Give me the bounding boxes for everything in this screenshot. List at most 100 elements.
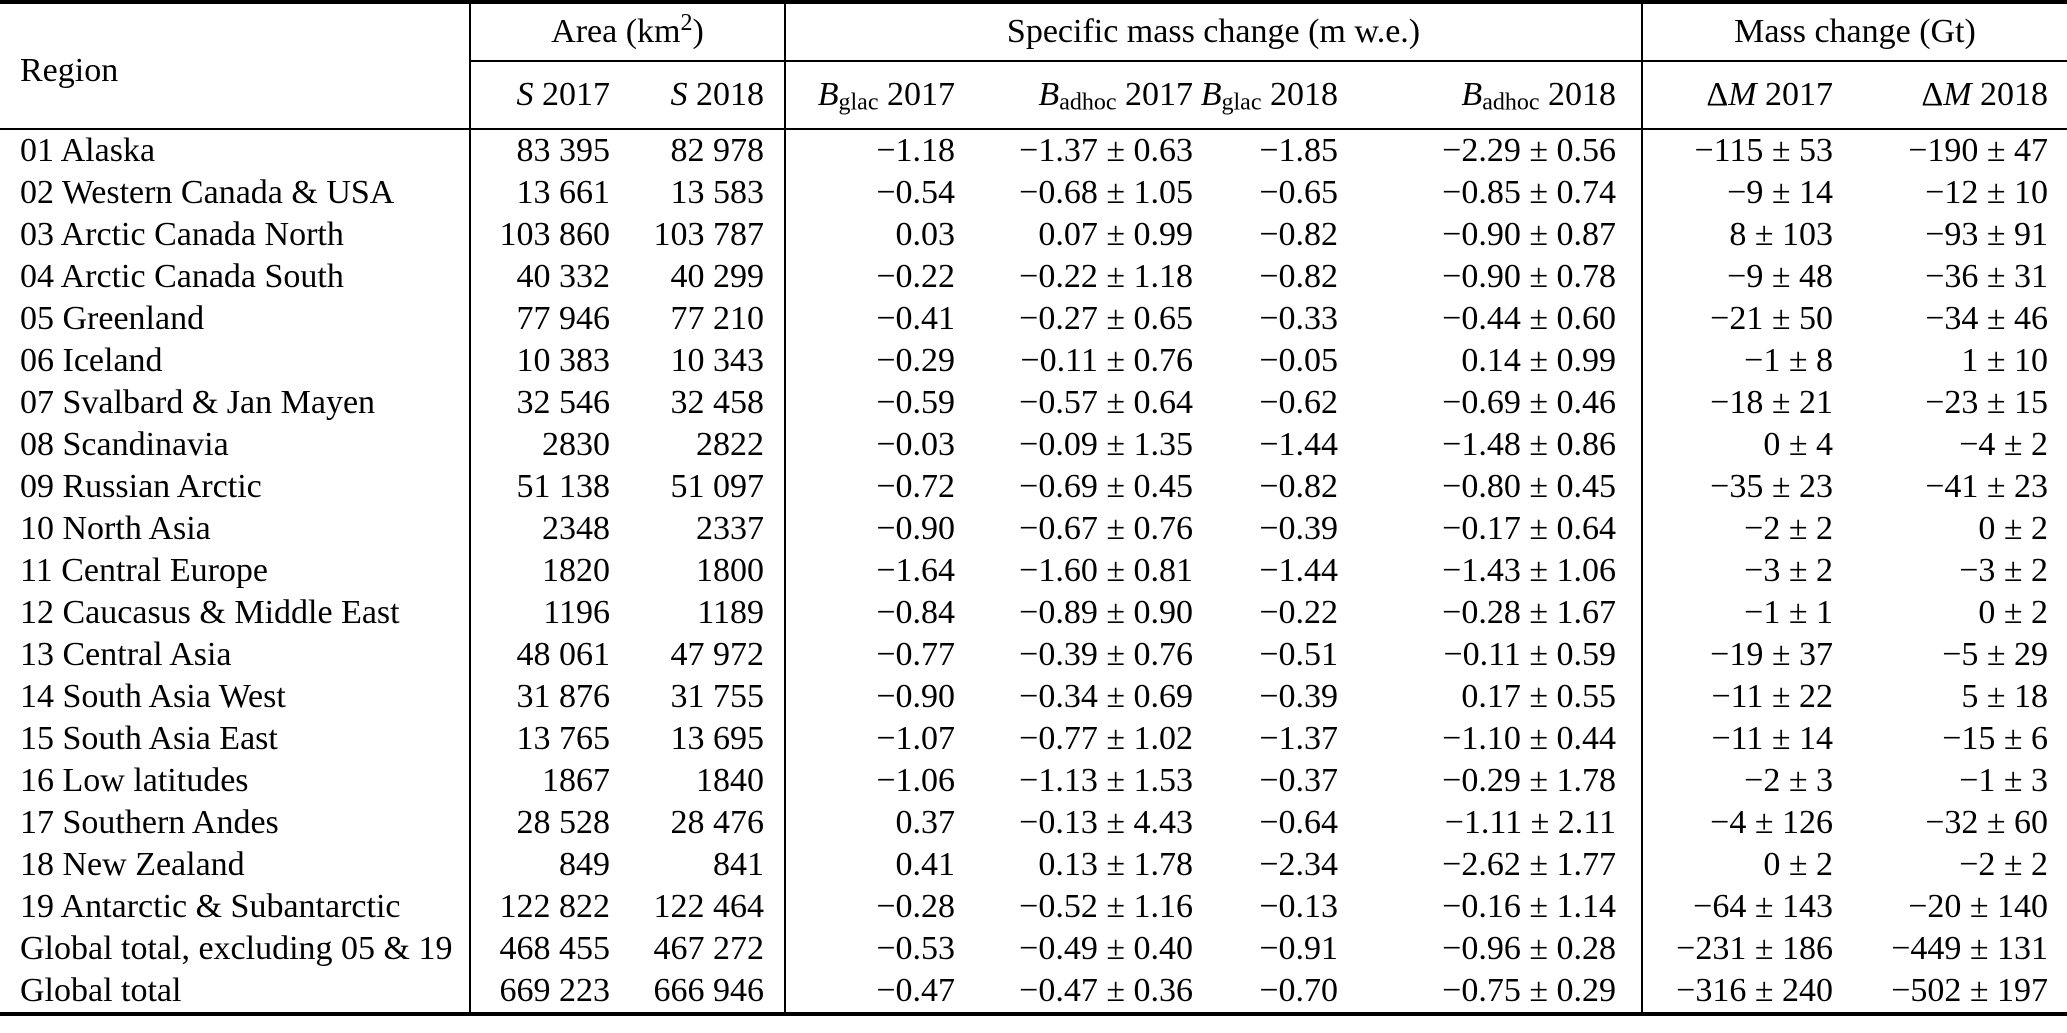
cell-area-s2018: 841 <box>713 846 764 883</box>
cell-badhoc-2018: −1.48 ± 0.86 <box>1442 426 1617 463</box>
cell-badhoc-2017: −0.77 ± 1.02 <box>1019 720 1193 757</box>
cell-badhoc-2018: −1.10 ± 0.44 <box>1442 720 1617 757</box>
cell-dm-2017: −2 ± 2 <box>1641 508 1834 550</box>
cell-area-s2018: 40 299 <box>670 258 765 295</box>
cell-badhoc-2017: −0.69 ± 0.45 <box>1019 468 1193 505</box>
cell-area-s2018: 13 695 <box>670 720 765 757</box>
cell-dm-2017: −11 ± 22 <box>1641 676 1834 718</box>
cell-dm-2018: −2 ± 2 <box>1959 846 2049 883</box>
cell-area-s2018: 32 458 <box>670 384 765 421</box>
cell-bglac-2018: −0.22 <box>1259 594 1338 631</box>
cell-bglac-2017: −0.47 <box>784 970 955 1014</box>
cell-region: 11 Central Europe <box>20 552 268 589</box>
cell-area-s2018: 28 476 <box>670 804 765 841</box>
cell-dm-2017: −3 ± 2 <box>1641 550 1834 592</box>
col-header-dm-2018: ΔM 2018 <box>1833 61 2067 130</box>
cell-area-s2018: 82 978 <box>670 132 765 169</box>
cell-dm-2017: −2 ± 3 <box>1641 760 1834 802</box>
cell-area-s2017: 669 223 <box>469 970 610 1014</box>
cell-bglac-2017: −0.90 <box>784 508 955 550</box>
cell-region: 01 Alaska <box>20 132 156 169</box>
cell-area-s2017: 32 546 <box>469 382 610 424</box>
col-header-bglac-2018: Bglac 2018 <box>1193 61 1338 130</box>
cell-region: 04 Arctic Canada South <box>20 258 344 295</box>
col-header-s-2017: S 2017 <box>469 61 610 130</box>
cell-dm-2018: 1 ± 10 <box>1961 342 2049 379</box>
cell-area-s2018: 122 464 <box>653 888 765 925</box>
cell-bglac-2018: −0.51 <box>1259 636 1338 673</box>
cell-region: 09 Russian Arctic <box>20 468 262 505</box>
cell-dm-2018: −32 ± 60 <box>1925 804 2049 841</box>
cell-badhoc-2017: 0.13 ± 1.78 <box>1038 846 1193 883</box>
cell-bglac-2017: 0.03 <box>784 214 955 256</box>
cell-dm-2018: −34 ± 46 <box>1925 300 2049 337</box>
cell-bglac-2017: −1.07 <box>784 718 955 760</box>
cell-area-s2018: 1840 <box>696 762 764 799</box>
cell-region: 06 Iceland <box>20 342 163 379</box>
cell-area-s2017: 1820 <box>469 550 610 592</box>
cell-dm-2018: −12 ± 10 <box>1925 174 2049 211</box>
col-group-specific-mass-change: Specific mass change (m w.e.) <box>783 2 1643 62</box>
cell-dm-2017: −316 ± 240 <box>1641 970 1834 1014</box>
cell-dm-2018: −190 ± 47 <box>1908 132 2049 169</box>
cell-bglac-2018: −0.33 <box>1259 300 1338 337</box>
cell-badhoc-2017: −0.89 ± 0.90 <box>1019 594 1193 631</box>
cell-area-s2017: 1196 <box>469 592 610 634</box>
cell-bglac-2017: −0.77 <box>784 634 955 676</box>
table-row: 05 Greenland 77 946 77 210 −0.41 −0.27 ± 0.6… <box>0 298 2067 340</box>
cell-dm-2017: 0 ± 4 <box>1641 424 1834 466</box>
cell-region: Global total, excluding 05 & 19 <box>20 930 453 967</box>
area-superscript: 2 <box>680 10 693 36</box>
cell-area-s2018: 1800 <box>696 552 764 589</box>
cell-bglac-2018: −0.37 <box>1259 762 1338 799</box>
cell-area-s2017: 10 383 <box>469 340 610 382</box>
cell-dm-2018: −23 ± 15 <box>1925 384 2049 421</box>
cell-badhoc-2018: −0.11 ± 0.59 <box>1443 636 1617 673</box>
cell-badhoc-2017: −0.39 ± 0.76 <box>1019 636 1193 673</box>
cell-badhoc-2018: −0.80 ± 0.45 <box>1442 468 1617 505</box>
cell-area-s2017: 468 455 <box>469 928 610 970</box>
table-row: 14 South Asia West 31 876 31 755 −0.90 −0.34… <box>0 676 2067 718</box>
cell-region: 05 Greenland <box>20 300 205 337</box>
cell-dm-2018: −1 ± 3 <box>1959 762 2049 799</box>
cell-badhoc-2017: −0.34 ± 0.69 <box>1019 678 1193 715</box>
cell-dm-2017: −11 ± 14 <box>1641 718 1834 760</box>
cell-region: 07 Svalbard & Jan Mayen <box>20 384 376 421</box>
cell-badhoc-2017: −0.57 ± 0.64 <box>1019 384 1193 421</box>
cell-badhoc-2018: −0.69 ± 0.46 <box>1442 384 1617 421</box>
cell-dm-2017: 0 ± 2 <box>1641 844 1834 886</box>
cell-badhoc-2017: −0.67 ± 0.76 <box>1019 510 1193 547</box>
cell-bglac-2018: −0.70 <box>1259 972 1338 1009</box>
cell-badhoc-2017: −0.11 ± 0.76 <box>1020 342 1193 379</box>
cell-region: 13 Central Asia <box>20 636 232 673</box>
cell-area-s2017: 1867 <box>469 760 610 802</box>
col-group-mass-change: Mass change (Gt) <box>1641 2 2067 62</box>
cell-region: 19 Antarctic & Subantarctic <box>20 888 401 925</box>
cell-area-s2018: 10 343 <box>670 342 765 379</box>
col-header-bglac-2017: Bglac 2017 <box>784 61 955 130</box>
cell-badhoc-2017: 0.07 ± 0.99 <box>1038 216 1193 253</box>
cell-area-s2017: 122 822 <box>469 886 610 928</box>
cell-dm-2017: 8 ± 103 <box>1641 214 1834 256</box>
cell-badhoc-2018: −1.43 ± 1.06 <box>1442 552 1617 589</box>
cell-bglac-2018: −2.34 <box>1259 846 1338 883</box>
cell-badhoc-2018: −2.29 ± 0.56 <box>1442 132 1617 169</box>
cell-region: 02 Western Canada & USA <box>20 174 395 211</box>
cell-bglac-2017: −0.22 <box>784 256 955 298</box>
cell-bglac-2017: −1.64 <box>784 550 955 592</box>
cell-area-s2017: 51 138 <box>469 466 610 508</box>
cell-area-s2018: 47 972 <box>670 636 765 673</box>
cell-region: Global total <box>20 972 182 1009</box>
cell-area-s2018: 1189 <box>697 594 764 631</box>
table-row: Global total 669 223 666 946 −0.47 −0.47 ± 0… <box>0 970 2067 1014</box>
cell-dm-2018: −15 ± 6 <box>1942 720 2049 757</box>
area-label: Area (km <box>551 13 681 50</box>
table-row: 10 North Asia 2348 2337 −0.90 −0.67 ± 0.76 −0… <box>0 508 2067 550</box>
table-row: 11 Central Europe 1820 1800 −1.64 −1.60 ± 0.… <box>0 550 2067 592</box>
cell-dm-2018: −36 ± 31 <box>1925 258 2049 295</box>
cell-area-s2018: 31 755 <box>670 678 765 715</box>
cell-bglac-2017: −0.53 <box>784 928 955 970</box>
table-row: 02 Western Canada & USA 13 661 13 583 −0.54… <box>0 172 2067 214</box>
cell-dm-2017: −35 ± 23 <box>1641 466 1834 508</box>
cell-bglac-2018: −0.82 <box>1259 468 1338 505</box>
